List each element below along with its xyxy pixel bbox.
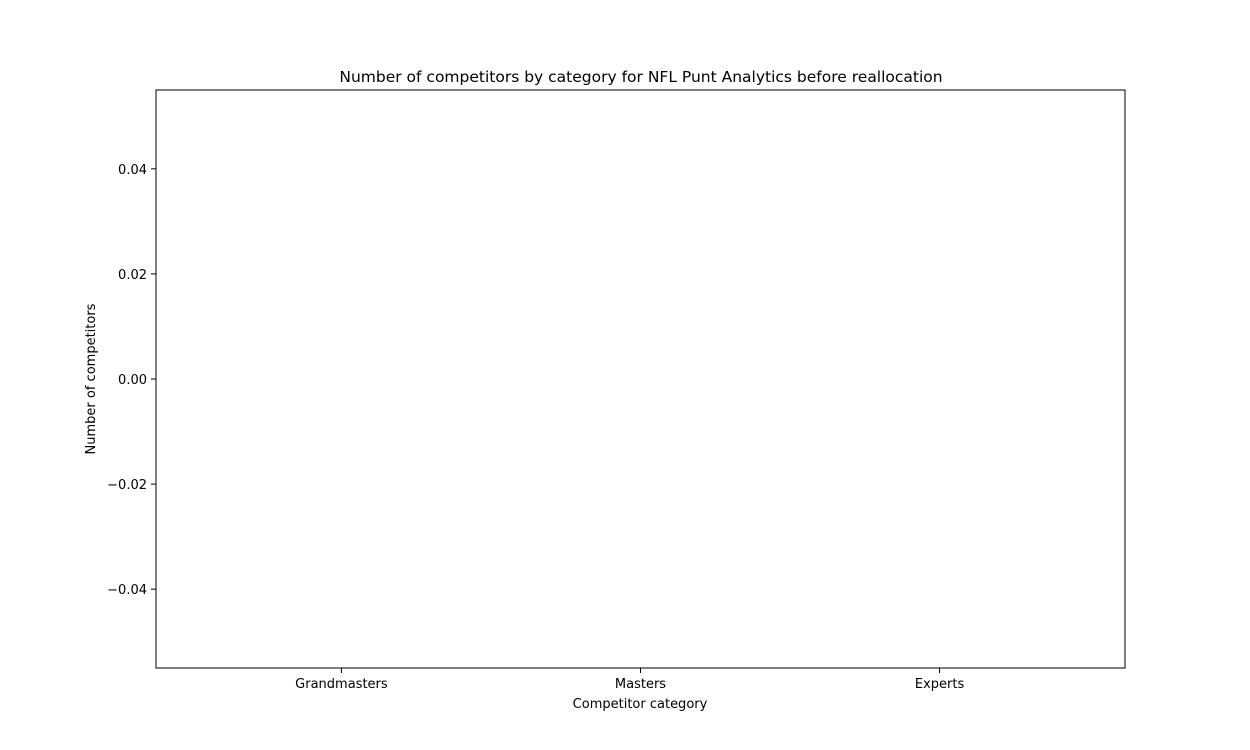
y-axis-label: Number of competitors: [84, 303, 99, 454]
x-tick-label: Experts: [915, 677, 965, 692]
y-tick-label: 0.00: [118, 373, 147, 388]
x-tick-label: Masters: [615, 677, 666, 692]
x-axis-label: Competitor category: [573, 697, 708, 712]
chart-title: Number of competitors by category for NF…: [339, 68, 942, 86]
y-tick-label: −0.04: [107, 583, 147, 598]
x-axis-ticks: Grandmasters Masters Experts: [295, 668, 964, 692]
x-tick-label: Grandmasters: [295, 677, 388, 692]
y-axis-ticks: −0.04 −0.02 0.00 0.02 0.04: [107, 163, 156, 598]
y-tick-label: 0.04: [118, 163, 147, 178]
y-tick-label: −0.02: [107, 478, 147, 493]
y-tick-label: 0.02: [118, 268, 147, 283]
